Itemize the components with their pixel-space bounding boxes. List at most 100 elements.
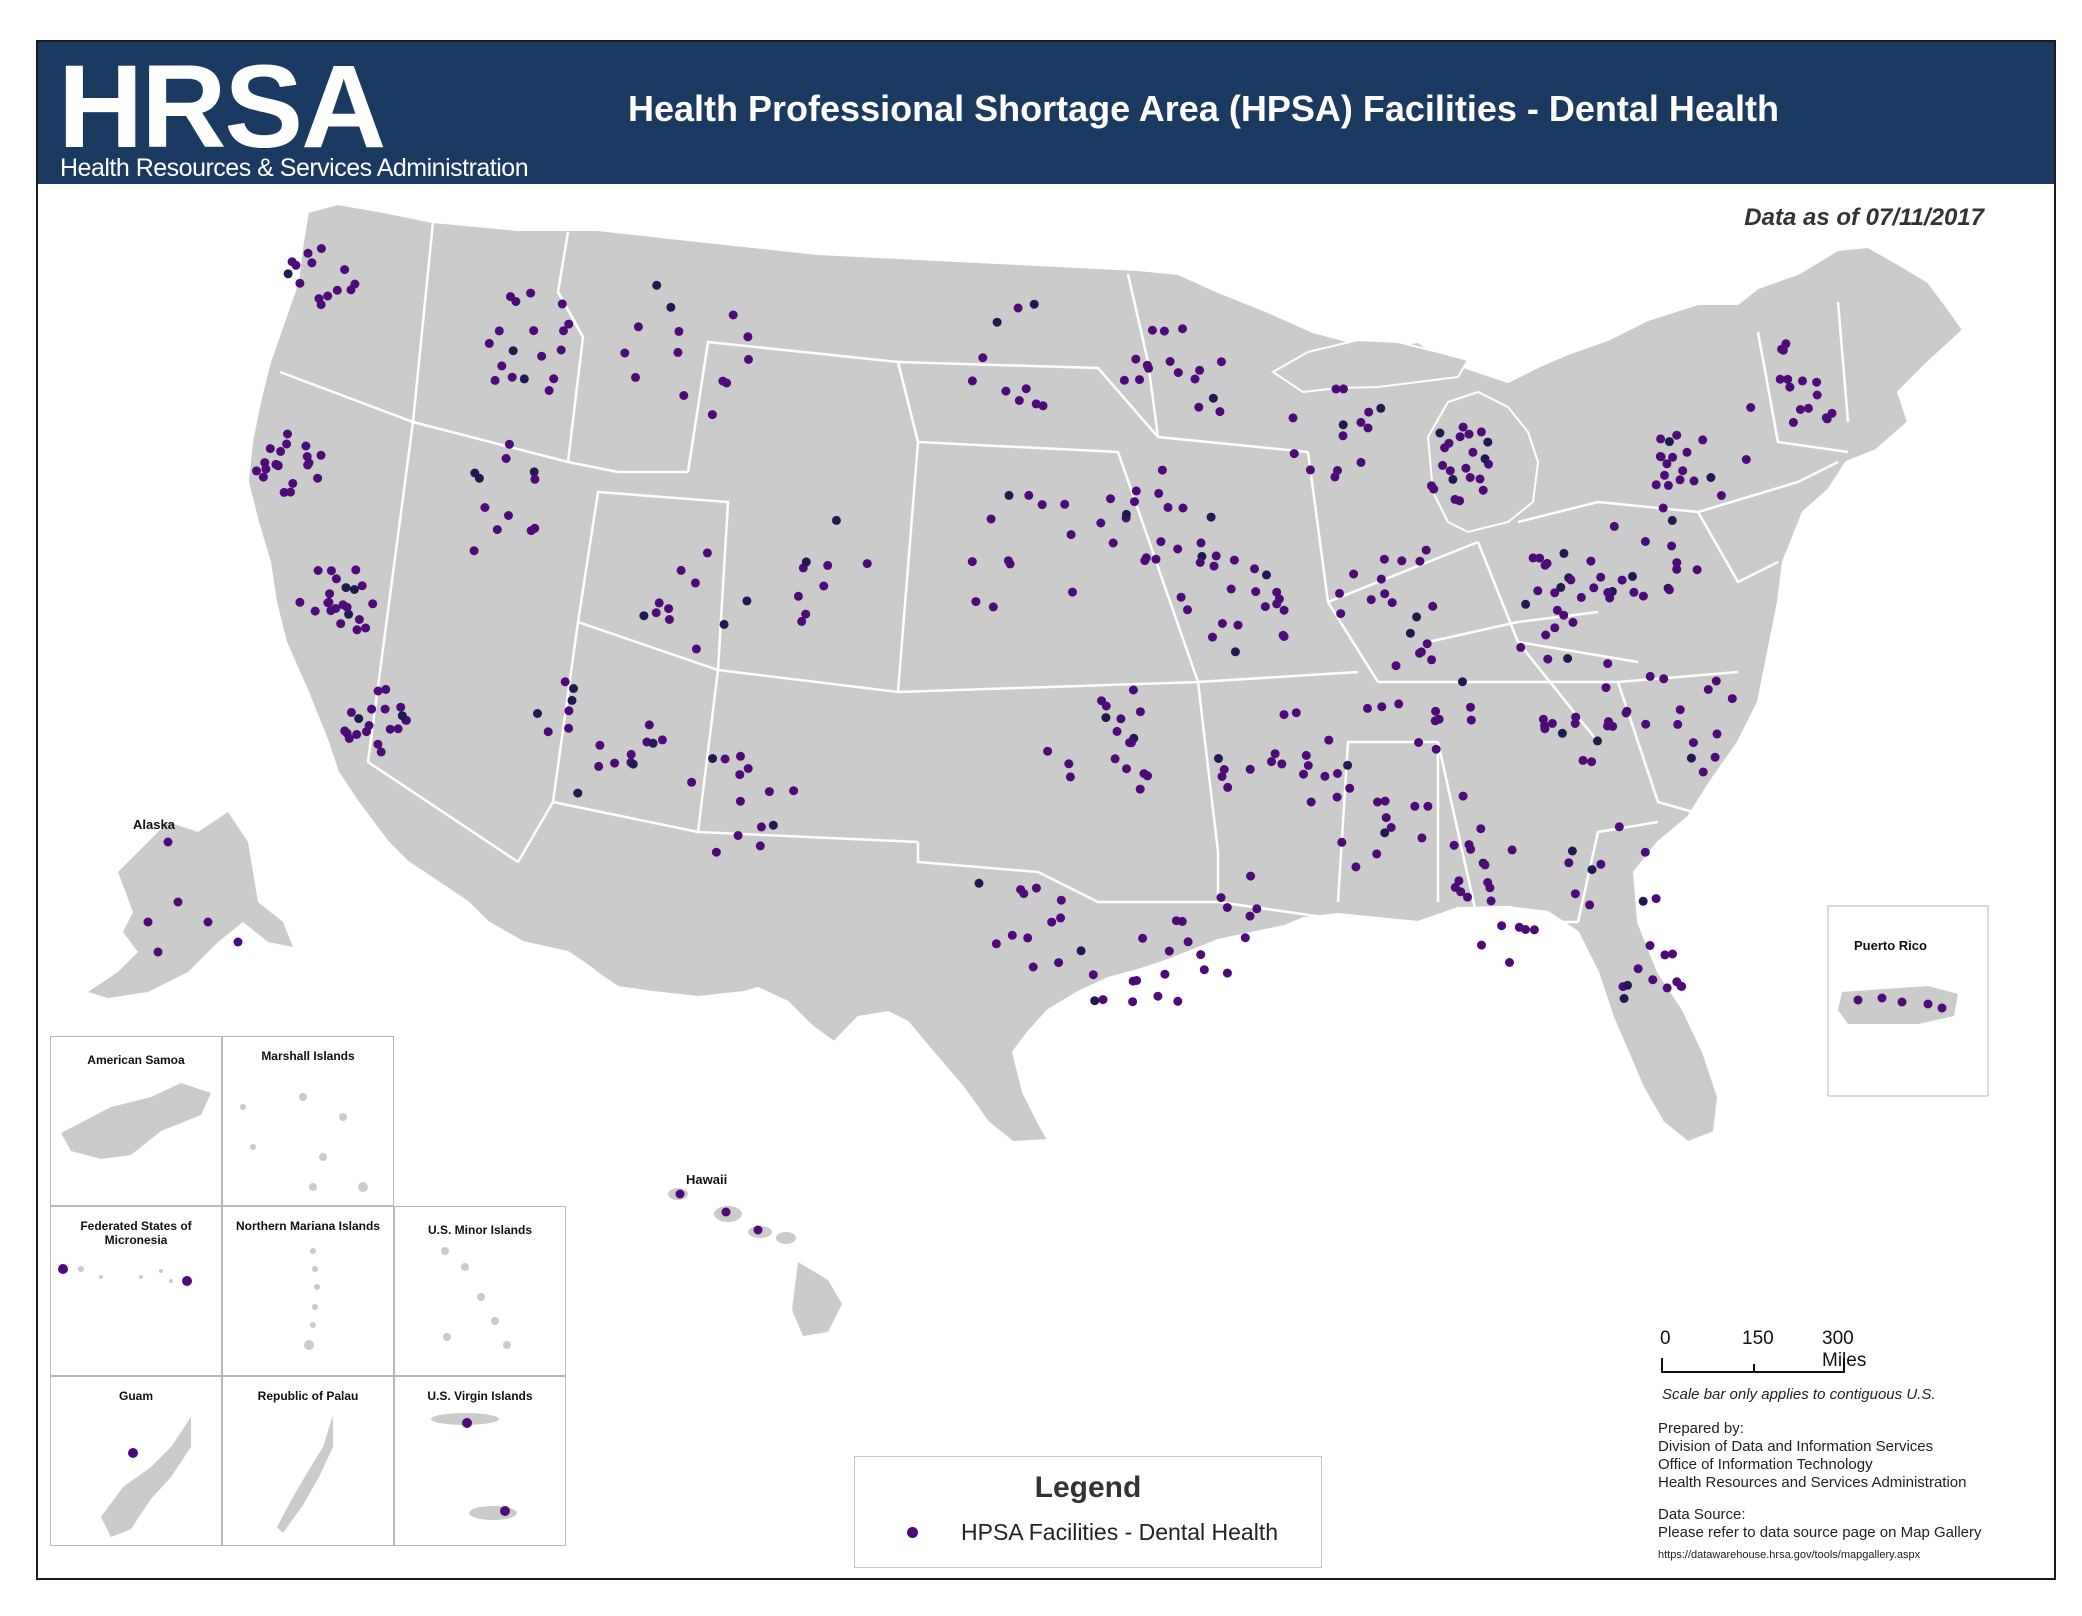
facility-dot [1251,587,1261,597]
facility-dot [1563,654,1573,663]
facility-dot [1267,757,1276,767]
facility-dot [1587,757,1597,767]
facility-dot [742,596,752,606]
facility-dot [657,735,667,745]
puerto-rico-label: Puerto Rico [1854,938,1927,953]
facility-dot [1054,958,1064,968]
facility-dot [1675,475,1685,485]
facility-dot [304,458,314,468]
facility-dot [1617,575,1627,585]
facility-dot [1461,463,1471,473]
facility-dot [1566,575,1576,585]
facility-dot [1435,428,1445,438]
map-graphic [88,202,1989,1336]
facility-dot [506,292,515,302]
facility-dot [1330,472,1340,482]
facility-dot [295,278,305,288]
northern-mariana-inset: Northern Mariana Islands [222,1206,394,1376]
data-source-url[interactable]: https://datawarehouse.hrsa.gov/tools/map… [1658,1549,1921,1561]
facility-dot [1633,964,1643,974]
facility-dot [492,525,502,535]
facility-dot [351,565,361,575]
facility-dot [1803,403,1813,413]
facility-dot [530,474,540,484]
facility-dot [1219,765,1229,774]
facility-dot [1332,792,1342,802]
facility-dot [397,711,407,721]
facility-dot [1688,738,1698,748]
facility-dot [357,581,367,591]
facility-dot [1516,642,1526,652]
facility-dot [1521,599,1531,609]
facility-dot [1710,752,1720,762]
facility-dot [1214,754,1223,763]
facility-dot [1415,556,1425,566]
facility-dot [567,695,577,705]
facility-dot [971,597,981,607]
facility-dot [1121,509,1131,519]
facility-dot [1645,941,1655,950]
facility-dot [1336,609,1346,619]
legend: Legend HPSA Facilities - Dental Health [854,1456,1322,1568]
facility-dot [768,820,778,830]
facility-dot [1456,887,1466,897]
facility-dot [1173,544,1183,554]
facility-dot [1164,946,1174,956]
facility-dot [1387,598,1397,608]
facility-dot [1031,399,1041,409]
facility-dot [283,269,293,279]
facility-dot [801,557,811,567]
facility-dot [1706,473,1716,482]
facility-dot [1065,772,1075,782]
facility-dot [380,704,390,714]
facility-dot [484,338,494,348]
facility-dot [1151,554,1161,564]
facility-dot [1126,738,1136,748]
facility-dot [1272,587,1282,597]
facility-dot [340,265,350,275]
facility-dot [648,738,658,748]
facility-dot [342,602,352,612]
facility-dot [1262,570,1271,580]
facility-dot [1056,913,1066,923]
facility-dot [1667,541,1677,551]
facility-dot [1659,674,1669,684]
facility-dot [1578,755,1588,765]
facility-dot [1586,556,1596,566]
facility-dot [1593,736,1602,746]
facility-dot [1466,702,1475,712]
facility-dot [480,503,490,512]
facility-dot [1068,587,1077,597]
header-banner: HRSA Health Resources & Services Adminis… [38,42,2054,184]
facility-dot [490,375,500,385]
facility-dot [1465,473,1475,482]
facility-dot [1343,760,1353,770]
facility-dot [1783,374,1793,384]
facility-dot [163,837,173,847]
facility-dot [1380,589,1390,599]
facility-dot [1288,413,1298,423]
facility-dot [1196,538,1206,548]
facility-dot [1001,386,1011,396]
facility-dot [1338,431,1348,441]
facility-dot [1570,889,1580,899]
facility-dot [1785,382,1795,392]
facility-dot [1380,796,1390,806]
facility-dot [354,615,364,624]
facility-dot [1291,708,1301,718]
american-samoa-inset: American Samoa [50,1036,222,1206]
facility-dot [651,608,661,618]
prepared-by-line-1: Division of Data and Information Service… [1658,1438,1934,1455]
facility-dot [664,604,674,614]
facility-dot [1405,628,1415,638]
puerto-rico-land [1838,986,1958,1024]
facility-dot [1270,749,1280,759]
facility-dot [1301,750,1311,760]
facility-dot [1222,968,1232,978]
facility-dot [764,787,774,797]
facility-dot [1005,559,1015,569]
map-title: Health Professional Shortage Area (HPSA)… [628,88,1779,129]
prepared-by-heading: Prepared by: [1658,1420,1744,1437]
facility-dot [362,727,371,737]
facility-dot [1209,561,1219,571]
